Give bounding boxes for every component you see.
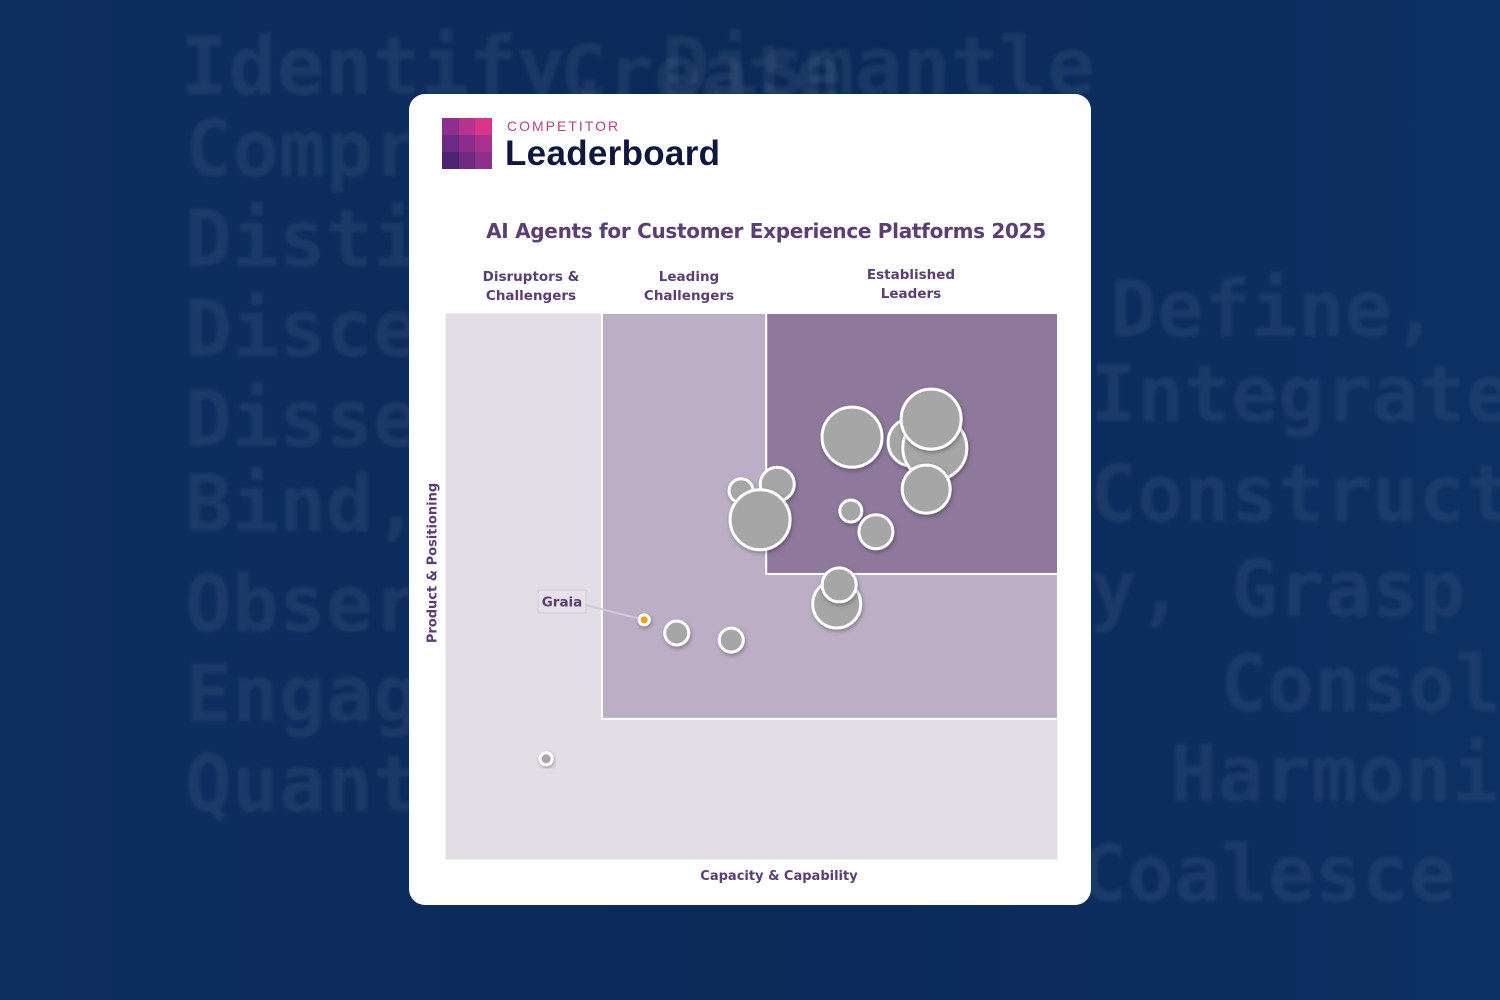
- label-leader-line: [584, 604, 645, 621]
- logo-tile: [442, 152, 459, 169]
- bubble[interactable]: [820, 405, 884, 469]
- x-axis-label: Capacity & Capability: [700, 869, 858, 884]
- logo-tile: [475, 118, 492, 135]
- bubble[interactable]: [899, 387, 963, 451]
- region-label-line: Challengers: [643, 288, 735, 304]
- bubble[interactable]: [663, 619, 691, 647]
- logo-title: Leaderboard: [505, 134, 721, 173]
- logo-tile: [458, 152, 476, 169]
- background-word: Harmonize,: [1170, 730, 1500, 820]
- logo-tile: [442, 118, 459, 135]
- chart-title: AI Agents for Customer Experience Platfo…: [486, 219, 1046, 243]
- logo-tile: [458, 118, 476, 135]
- bubble-graia[interactable]: [640, 616, 648, 624]
- bubble[interactable]: [538, 751, 554, 767]
- background-word: Consol: [1220, 640, 1500, 730]
- bubble[interactable]: [857, 513, 895, 551]
- region-label-line: Leading: [658, 269, 720, 285]
- logo-tile: [458, 135, 476, 152]
- logo-tile: [475, 135, 492, 152]
- point-label-graia: Graia: [542, 595, 583, 611]
- region-label-line: Disruptors &: [482, 269, 580, 285]
- point-label-box: [537, 589, 587, 614]
- logo-mark-icon: [442, 118, 492, 169]
- region-label-line: Established: [866, 267, 956, 283]
- bubble[interactable]: [900, 463, 952, 515]
- bubble[interactable]: [717, 626, 745, 654]
- bubble[interactable]: [728, 488, 792, 552]
- background-word: Integrate,: [1090, 350, 1500, 440]
- background-word: Define,: [1110, 265, 1439, 355]
- y-axis-label: Product & Positioning: [425, 482, 441, 644]
- logo-subtitle: COMPETITOR: [507, 118, 621, 134]
- region-label-line: Leaders: [880, 286, 942, 302]
- background-word: Construct,: [1090, 450, 1500, 540]
- region-label-disruptors: Disruptors & Challengers: [470, 268, 592, 306]
- bubble[interactable]: [838, 498, 864, 524]
- background-word: Bind,: [185, 460, 420, 550]
- logo-tile: [475, 152, 492, 169]
- region-label-line: Challengers: [485, 288, 577, 304]
- region-label-leading-challengers: Leading Challengers: [628, 268, 750, 306]
- background-word: y, Grasp: [1090, 545, 1466, 635]
- bubble[interactable]: [820, 566, 858, 604]
- region-label-established-leaders: Established Leaders: [850, 266, 972, 304]
- logo-tile: [442, 135, 459, 152]
- background-word: Coalesce: [1080, 830, 1456, 920]
